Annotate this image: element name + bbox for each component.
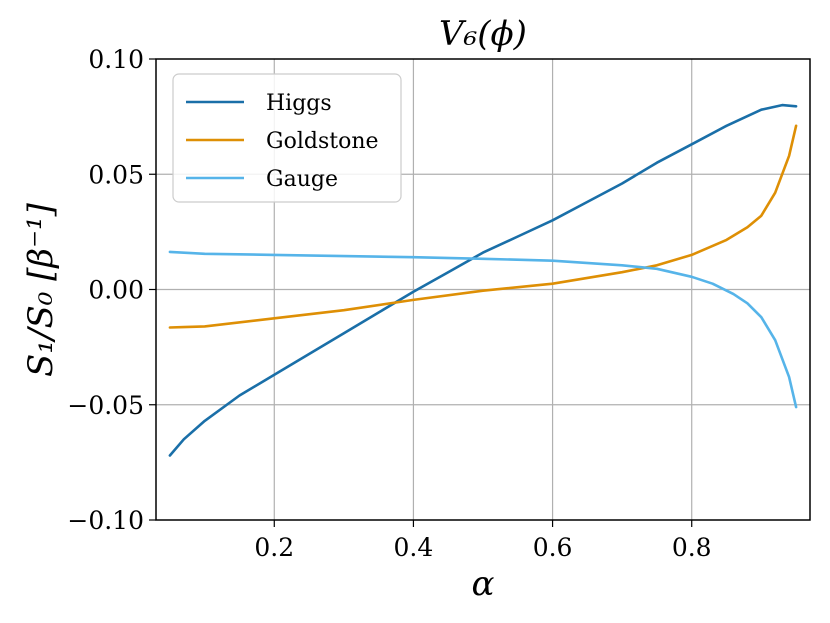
legend-label-higgs: Higgs: [266, 91, 332, 116]
chart-title: V₆(ϕ): [439, 14, 527, 54]
x-tick-label: 0.2: [254, 533, 294, 562]
x-axis-title: α: [472, 564, 495, 604]
series-layer: [168, 103, 798, 457]
series-line-goldstone: [168, 124, 798, 329]
legend-box: [172, 73, 402, 203]
legend-label-gauge: Gauge: [266, 167, 338, 192]
legend: Higgs Goldstone Gauge: [172, 73, 402, 203]
y-tick-label: 0.10: [88, 45, 144, 74]
y-axis-title: S₁/S₀ [β⁻¹]: [21, 202, 61, 377]
y-tick-label: −0.10: [67, 506, 144, 535]
y-tick-label: 0.00: [88, 276, 144, 305]
legend-entries: Higgs Goldstone Gauge: [186, 91, 379, 192]
series-line-higgs: [168, 103, 798, 457]
y-tick-label: 0.05: [88, 160, 144, 189]
x-tick-label: 0.6: [533, 533, 573, 562]
x-tick-label: 0.8: [672, 533, 712, 562]
x-tick-label: 0.4: [394, 533, 434, 562]
x-ticks: 0.2 0.4 0.6 0.8: [254, 520, 712, 562]
legend-label-goldstone: Goldstone: [266, 129, 379, 154]
y-tick-label: −0.05: [67, 391, 144, 420]
series-line-gauge: [168, 250, 798, 409]
y-ticks: −0.10 −0.05 0.00 0.05 0.10: [67, 45, 156, 535]
